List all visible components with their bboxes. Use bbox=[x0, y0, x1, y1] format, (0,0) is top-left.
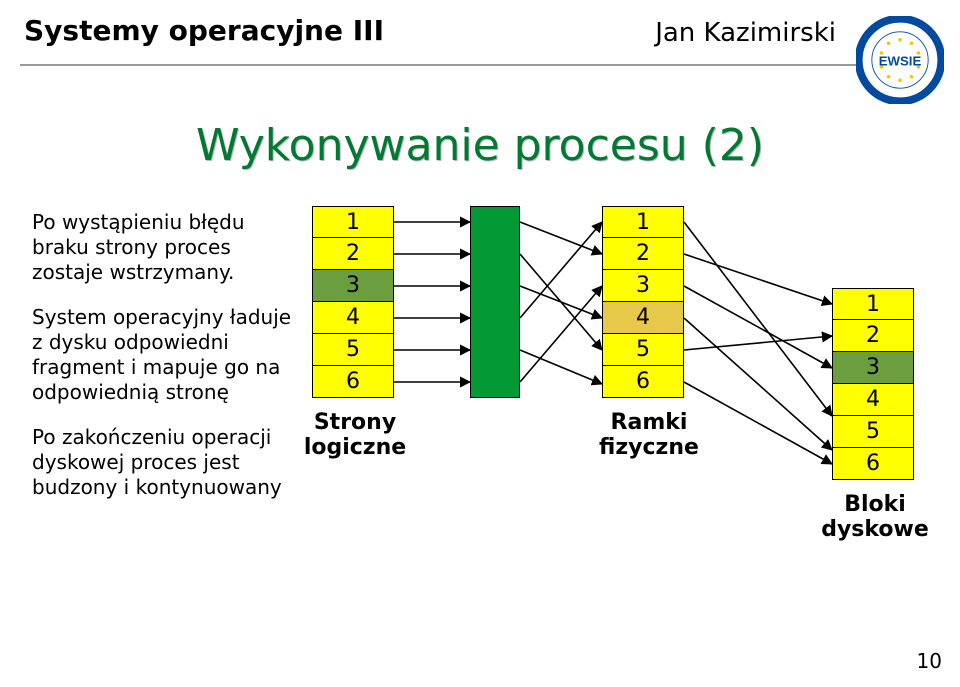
arrows-layer bbox=[292, 206, 932, 626]
author-name: Jan Kazimirski bbox=[655, 18, 836, 48]
arrow bbox=[684, 382, 832, 464]
arrow bbox=[684, 222, 832, 416]
diagram: 123456 Strony logiczne 123456 Ramki fizy… bbox=[292, 206, 928, 646]
course-title: Systemy operacyjne III bbox=[24, 14, 384, 47]
arrow bbox=[684, 254, 832, 304]
paragraph: Po wystąpieniu błędu braku strony proces… bbox=[32, 210, 294, 285]
arrow bbox=[684, 286, 832, 368]
arrow bbox=[520, 222, 602, 254]
header-rule bbox=[20, 64, 940, 66]
paragraph: Po zakończeniu operacji dyskowej proces … bbox=[32, 425, 294, 500]
slide-title: Wykonywanie procesu (2) bbox=[0, 120, 960, 171]
paragraph: System operacyjny ładuje z dysku odpowie… bbox=[32, 305, 294, 405]
logo-center-text: EWSIE bbox=[879, 53, 922, 68]
slide: Systemy operacyjne III Jan Kazimirski EW… bbox=[0, 0, 960, 687]
slide-body: Po wystąpieniu błędu braku strony proces… bbox=[32, 210, 928, 667]
header: Systemy operacyjne III Jan Kazimirski EW… bbox=[0, 14, 960, 70]
text-column: Po wystąpieniu błędu braku strony proces… bbox=[32, 210, 294, 520]
ewsie-logo: EWSIE EUROPEJSKA WYŻSZA INFORMATYCZNO-EK… bbox=[856, 16, 944, 104]
arrow bbox=[520, 286, 602, 318]
page-number: 10 bbox=[917, 649, 942, 673]
arrow bbox=[520, 222, 602, 318]
